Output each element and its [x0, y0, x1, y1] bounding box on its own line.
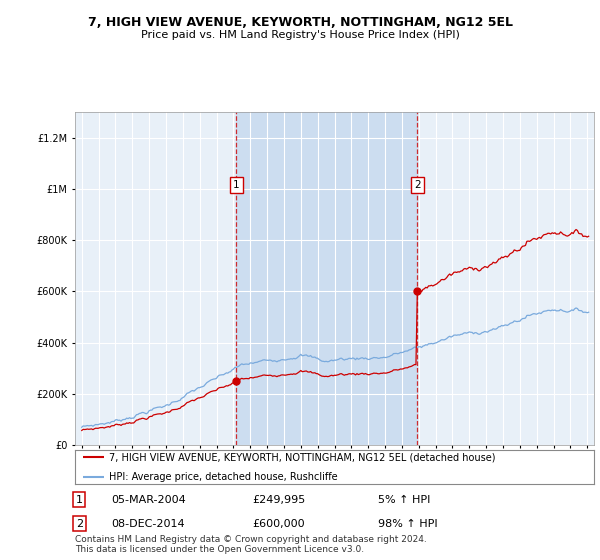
- Text: 7, HIGH VIEW AVENUE, KEYWORTH, NOTTINGHAM, NG12 5EL (detached house): 7, HIGH VIEW AVENUE, KEYWORTH, NOTTINGHA…: [109, 452, 495, 463]
- Text: £600,000: £600,000: [252, 519, 305, 529]
- Text: £249,995: £249,995: [252, 494, 305, 505]
- Bar: [236, 112, 418, 445]
- Text: 2: 2: [76, 519, 83, 529]
- Text: 2: 2: [414, 180, 421, 190]
- Text: Price paid vs. HM Land Registry's House Price Index (HPI): Price paid vs. HM Land Registry's House …: [140, 30, 460, 40]
- Text: HPI: Average price, detached house, Rushcliffe: HPI: Average price, detached house, Rush…: [109, 472, 337, 482]
- Text: 98% ↑ HPI: 98% ↑ HPI: [378, 519, 437, 529]
- Text: 05-MAR-2004: 05-MAR-2004: [111, 494, 186, 505]
- Text: 5% ↑ HPI: 5% ↑ HPI: [378, 494, 430, 505]
- Text: 7, HIGH VIEW AVENUE, KEYWORTH, NOTTINGHAM, NG12 5EL: 7, HIGH VIEW AVENUE, KEYWORTH, NOTTINGHA…: [88, 16, 512, 29]
- Text: 1: 1: [233, 180, 239, 190]
- Text: 1: 1: [76, 494, 83, 505]
- Text: 08-DEC-2014: 08-DEC-2014: [111, 519, 185, 529]
- Text: Contains HM Land Registry data © Crown copyright and database right 2024.
This d: Contains HM Land Registry data © Crown c…: [75, 535, 427, 554]
